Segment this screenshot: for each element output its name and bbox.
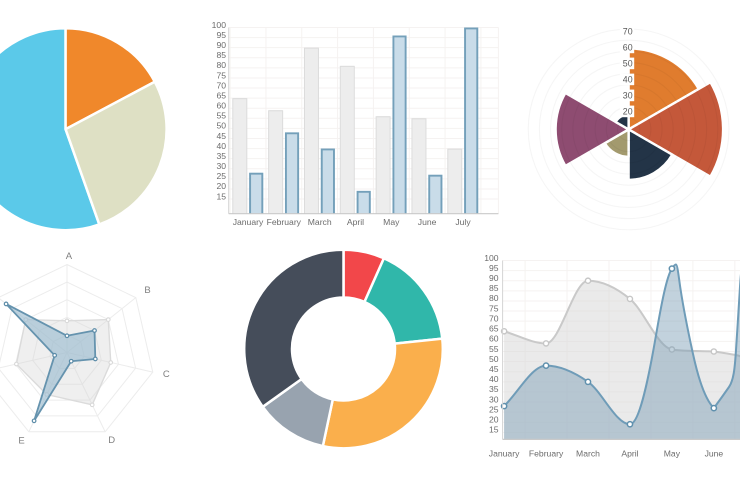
svg-text:60: 60: [489, 334, 499, 344]
svg-text:30: 30: [216, 161, 226, 171]
svg-text:January: January: [489, 448, 520, 458]
svg-text:June: June: [705, 448, 724, 458]
svg-text:40: 40: [623, 75, 633, 85]
svg-text:15: 15: [216, 191, 226, 201]
svg-text:55: 55: [489, 344, 499, 354]
svg-text:45: 45: [216, 131, 226, 141]
svg-text:50: 50: [623, 59, 633, 69]
svg-text:90: 90: [216, 40, 226, 50]
svg-text:80: 80: [216, 60, 226, 70]
svg-text:March: March: [576, 448, 600, 458]
svg-text:80: 80: [489, 293, 499, 303]
svg-text:A: A: [66, 251, 73, 262]
svg-text:70: 70: [216, 80, 226, 90]
svg-text:65: 65: [489, 324, 499, 334]
svg-text:February: February: [529, 448, 564, 458]
svg-text:45: 45: [489, 364, 499, 374]
svg-text:50: 50: [489, 354, 499, 364]
svg-text:February: February: [267, 217, 302, 227]
svg-text:30: 30: [623, 91, 633, 101]
svg-text:E: E: [18, 435, 24, 446]
svg-text:25: 25: [216, 171, 226, 181]
svg-text:March: March: [308, 217, 332, 227]
svg-text:50: 50: [216, 121, 226, 131]
svg-text:85: 85: [216, 50, 226, 60]
svg-text:75: 75: [489, 303, 499, 313]
svg-text:June: June: [418, 217, 437, 227]
svg-text:D: D: [108, 435, 115, 446]
svg-text:85: 85: [489, 283, 499, 293]
svg-text:January: January: [233, 217, 264, 227]
svg-text:40: 40: [489, 374, 499, 384]
svg-text:100: 100: [212, 20, 227, 30]
svg-text:75: 75: [216, 70, 226, 80]
svg-text:15: 15: [489, 425, 499, 435]
svg-text:70: 70: [623, 27, 633, 37]
svg-text:30: 30: [489, 394, 499, 404]
svg-text:70: 70: [489, 313, 499, 323]
svg-text:20: 20: [489, 415, 499, 425]
svg-text:100: 100: [484, 253, 499, 263]
svg-text:35: 35: [489, 384, 499, 394]
svg-text:July: July: [455, 217, 471, 227]
svg-text:May: May: [383, 217, 400, 227]
svg-text:35: 35: [216, 151, 226, 161]
svg-text:May: May: [664, 448, 681, 458]
svg-text:95: 95: [489, 263, 499, 273]
svg-text:55: 55: [216, 111, 226, 121]
svg-text:60: 60: [623, 43, 633, 53]
svg-text:65: 65: [216, 90, 226, 100]
svg-text:C: C: [163, 369, 170, 380]
svg-text:April: April: [621, 448, 638, 458]
svg-text:B: B: [144, 285, 150, 296]
svg-text:20: 20: [216, 181, 226, 191]
svg-text:40: 40: [216, 141, 226, 151]
svg-text:20: 20: [623, 107, 633, 117]
svg-text:25: 25: [489, 404, 499, 414]
svg-text:60: 60: [216, 101, 226, 111]
svg-text:95: 95: [216, 30, 226, 40]
svg-text:April: April: [347, 217, 364, 227]
svg-text:90: 90: [489, 273, 499, 283]
